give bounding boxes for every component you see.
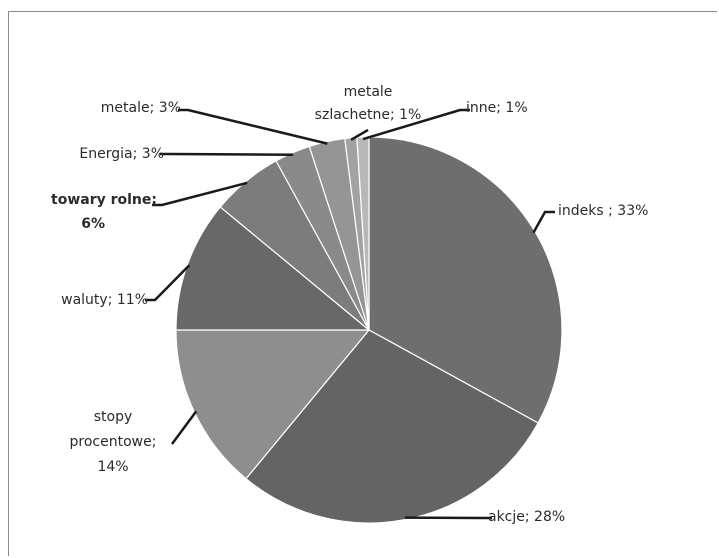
leader-line-metale — [178, 108, 328, 145]
leader-lines — [145, 108, 555, 520]
leader-line-energia — [160, 152, 294, 156]
leader-line-waluty — [145, 264, 191, 302]
pie-slice-waluty — [175, 206, 371, 331]
leader-line-towary — [152, 181, 248, 207]
leader-line-stopy — [170, 410, 198, 445]
slice-label-indeks: indeks ; 33% — [558, 203, 648, 219]
slice-label-stopy: stopy procentowe; 14% — [70, 409, 157, 475]
leader-line-szlachetne — [350, 128, 369, 141]
slice-label-towary: towary rolne; 6% — [51, 192, 157, 232]
slice-label-akcje: akcje; 28% — [488, 509, 565, 525]
slice-label-szlachetne: metale szlachetne; 1% — [315, 84, 422, 123]
leader-line-inne — [362, 108, 470, 141]
slice-labels: indeks ; 33% akcje; 28% stopy procentowe; 14… — [51, 84, 648, 525]
slice-label-energia: Energia; 3% — [79, 146, 164, 162]
slice-label-metale: metale; 3% — [101, 100, 181, 116]
slice-label-waluty: waluty; 11% — [61, 292, 148, 308]
pie-slices — [175, 136, 563, 524]
leader-line-indeks — [532, 210, 555, 234]
pie-slice-akcje — [245, 329, 539, 524]
slice-label-inne: inne; 1% — [466, 100, 528, 116]
